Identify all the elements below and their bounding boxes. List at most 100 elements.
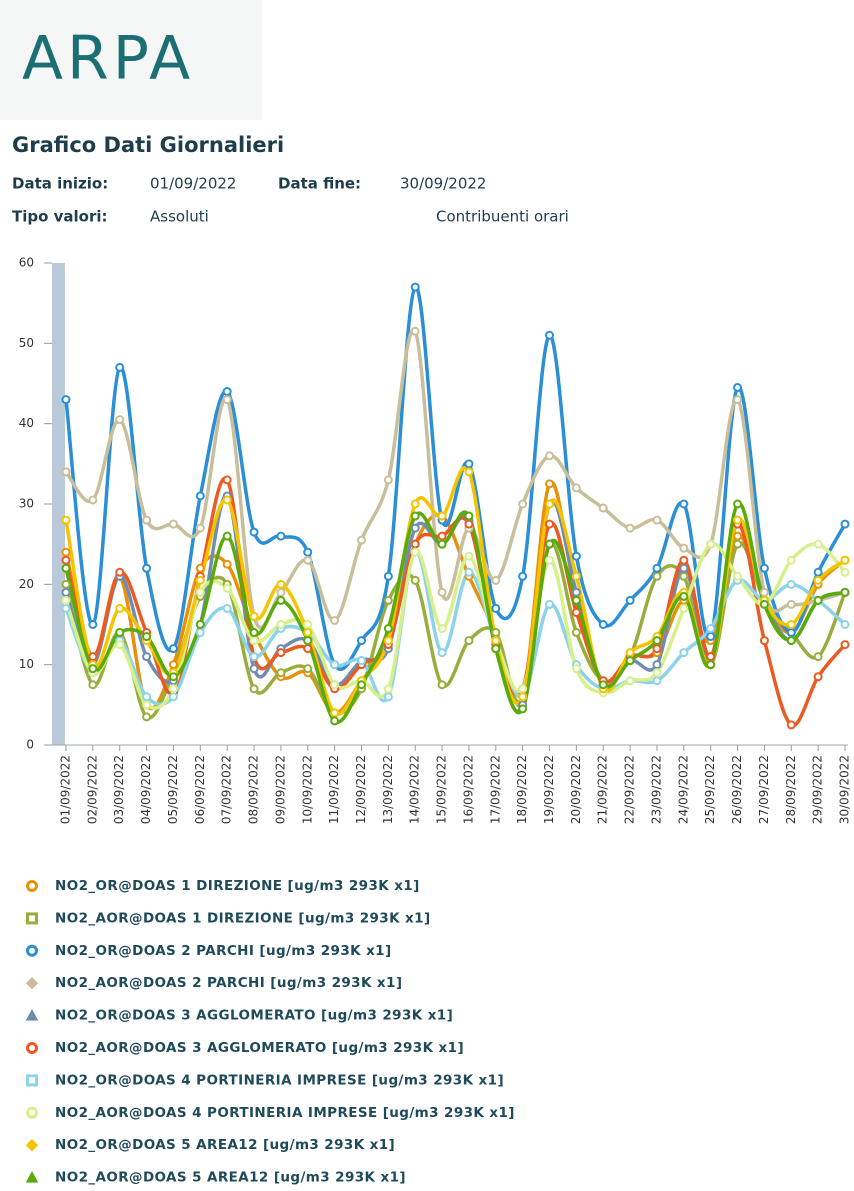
- data-point: [249, 636, 259, 646]
- data-point: [410, 511, 420, 521]
- legend-label: NO2_OR@DOAS 1 DIREZIONE [ug/m3 293K x1]: [55, 878, 420, 894]
- data-point: [383, 692, 393, 702]
- data-point: [410, 499, 420, 509]
- y-tick-label: 40: [19, 416, 34, 430]
- data-point: [491, 575, 501, 585]
- data-point: [598, 680, 608, 690]
- data-point: [840, 555, 850, 565]
- data-point: [195, 587, 205, 597]
- data-point: [733, 531, 743, 541]
- x-tick-label: 25/09/2022: [703, 755, 717, 824]
- data-point: [518, 692, 528, 702]
- x-tick-label: 22/09/2022: [623, 755, 637, 824]
- data-point: [813, 575, 823, 585]
- x-tick-label: 14/09/2022: [408, 755, 422, 824]
- x-tick-label: 06/09/2022: [193, 755, 207, 824]
- data-point: [840, 620, 850, 629]
- data-point: [410, 539, 420, 549]
- data-point: [222, 603, 232, 613]
- data-point: [464, 459, 474, 469]
- data-point: [464, 467, 474, 477]
- legend-marker: [26, 912, 38, 925]
- data-point: [249, 628, 259, 638]
- legend-label: NO2_OR@DOAS 4 PORTINERIA IMPRESE [ug/m3 …: [55, 1072, 504, 1088]
- data-point: [249, 652, 259, 662]
- data-point: [142, 515, 152, 525]
- data-point: [625, 523, 635, 533]
- data-point: [222, 559, 232, 569]
- data-point: [330, 680, 340, 690]
- data-point: [88, 495, 98, 505]
- data-point: [437, 624, 447, 634]
- data-point: [545, 539, 555, 549]
- data-point: [356, 680, 366, 690]
- x-tick-label: 23/09/2022: [649, 755, 663, 824]
- data-point: [222, 531, 232, 541]
- data-point: [383, 684, 393, 694]
- data-point: [545, 555, 555, 565]
- x-tick-label: 04/09/2022: [139, 755, 153, 824]
- data-point: [195, 563, 205, 573]
- data-point: [115, 567, 125, 577]
- y-tick-label: 60: [19, 256, 34, 270]
- data-point: [115, 640, 125, 650]
- data-point: [652, 676, 662, 686]
- data-point: [88, 620, 98, 629]
- data-point: [249, 527, 259, 537]
- data-point: [249, 664, 259, 674]
- data-point: [168, 519, 178, 529]
- data-point: [545, 479, 555, 489]
- data-point: [464, 551, 474, 561]
- legend-label: NO2_AOR@DOAS 1 DIREZIONE [ug/m3 293K x1]: [55, 910, 431, 926]
- field-value: Assoluti: [150, 208, 209, 226]
- data-point: [410, 326, 420, 336]
- data-point: [545, 499, 555, 509]
- legend-label: NO2_AOR@DOAS 5 AREA12 [ug/m3 293K x1]: [55, 1170, 406, 1186]
- data-point: [195, 575, 205, 585]
- field-value: 01/09/2022: [150, 175, 236, 193]
- x-tick-label: 21/09/2022: [596, 755, 610, 824]
- data-point: [733, 499, 743, 509]
- data-point: [706, 652, 716, 662]
- data-point: [195, 620, 205, 629]
- data-point: [222, 495, 232, 505]
- x-tick-label: 30/09/2022: [838, 755, 852, 824]
- data-point: [545, 451, 555, 461]
- x-tick-label: 16/09/2022: [461, 755, 475, 824]
- legend-marker: [25, 1171, 39, 1183]
- data-point: [330, 615, 340, 625]
- x-tick-label: 20/09/2022: [569, 755, 583, 824]
- y-tick-label: 30: [19, 497, 34, 511]
- data-point: [410, 523, 420, 533]
- data-point: [786, 628, 796, 638]
- data-point: [786, 579, 796, 589]
- legend-label: NO2_OR@DOAS 3 AGGLOMERATO [ug/m3 293K x1…: [55, 1008, 453, 1024]
- data-point: [759, 599, 769, 609]
- series-line: [64, 327, 846, 629]
- data-point: [61, 587, 71, 597]
- data-point: [625, 676, 635, 686]
- data-point: [437, 680, 447, 690]
- x-tick-label: 09/09/2022: [273, 755, 287, 824]
- data-point: [61, 563, 71, 573]
- data-point: [195, 523, 205, 533]
- data-point: [303, 636, 313, 646]
- data-point: [813, 672, 823, 682]
- data-point: [706, 624, 716, 634]
- data-point: [356, 535, 366, 545]
- data-point: [733, 539, 743, 549]
- x-tick-label: 02/09/2022: [85, 755, 99, 824]
- legend-label: NO2_AOR@DOAS 3 AGGLOMERATO [ug/m3 293K x…: [55, 1040, 464, 1056]
- legend-marker: [25, 976, 39, 990]
- data-point: [571, 587, 581, 597]
- data-point: [652, 515, 662, 525]
- field-value: 30/09/2022: [400, 175, 486, 193]
- data-point: [679, 571, 689, 581]
- data-point: [61, 579, 71, 589]
- data-point: [195, 491, 205, 501]
- data-point: [706, 539, 716, 549]
- data-point: [437, 587, 447, 597]
- data-point: [88, 652, 98, 662]
- data-point: [115, 628, 125, 638]
